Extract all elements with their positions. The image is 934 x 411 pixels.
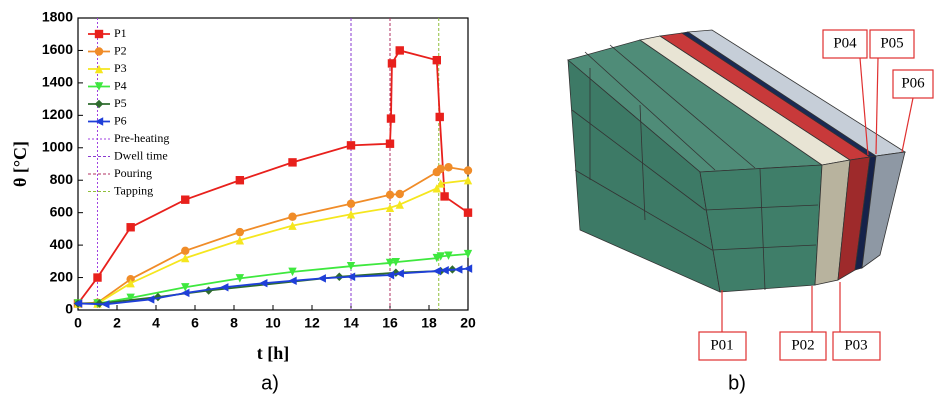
- point: [181, 254, 189, 262]
- x-tick-label: 2: [113, 315, 121, 331]
- y-tick-label: 0: [65, 301, 73, 317]
- callout-label: P05: [880, 35, 903, 51]
- x-tick-label: 14: [343, 315, 359, 331]
- point: [95, 30, 103, 38]
- point: [288, 277, 296, 285]
- x-tick-label: 8: [230, 315, 238, 331]
- point: [181, 195, 189, 203]
- point: [386, 191, 394, 199]
- point: [236, 176, 244, 184]
- y-tick-label: 1800: [42, 9, 73, 25]
- point: [388, 59, 396, 67]
- y-tick-label: 400: [50, 236, 74, 252]
- callout-label: P06: [901, 75, 925, 91]
- y-tick-label: 600: [50, 203, 74, 219]
- y-tick-label: 1600: [42, 41, 73, 57]
- y-tick-label: 1400: [42, 74, 73, 90]
- point: [146, 295, 154, 303]
- y-tick-label: 1200: [42, 106, 73, 122]
- point: [396, 200, 404, 208]
- y-tick-label: 200: [50, 268, 74, 284]
- point: [347, 141, 355, 149]
- legend-label: Pre-heating: [114, 131, 169, 145]
- point: [318, 274, 326, 282]
- x-tick-label: 0: [74, 315, 82, 331]
- panel-label: a): [261, 372, 279, 394]
- legend-label: P6: [114, 113, 127, 127]
- legend-label: P1: [114, 26, 127, 40]
- point: [288, 213, 296, 221]
- x-tick-label: 18: [421, 315, 437, 331]
- x-tick-label: 6: [191, 315, 199, 331]
- point: [440, 192, 448, 200]
- block-diagram: [568, 30, 905, 292]
- x-axis-label: t [h]: [257, 343, 290, 363]
- point: [95, 47, 103, 55]
- series-line: [78, 254, 468, 303]
- callout-label: P04: [833, 35, 857, 51]
- point: [436, 113, 444, 121]
- legend-label: Dwell time: [114, 148, 168, 162]
- point: [220, 283, 228, 291]
- x-tick-label: 20: [460, 315, 476, 331]
- callout-label: P03: [844, 337, 867, 353]
- point: [288, 158, 296, 166]
- point: [181, 247, 189, 255]
- point: [126, 223, 134, 231]
- panel-label: b): [728, 372, 746, 394]
- legend-label: Tapping: [114, 183, 153, 197]
- plot-frame: [78, 18, 468, 310]
- point: [93, 273, 101, 281]
- y-tick-label: 1000: [42, 138, 73, 154]
- legend-label: P5: [114, 96, 127, 110]
- point: [259, 279, 267, 287]
- point: [464, 208, 472, 216]
- point: [347, 200, 355, 208]
- y-axis-label: θ [°C]: [10, 141, 30, 187]
- point: [387, 114, 395, 122]
- point: [95, 100, 103, 108]
- x-tick-label: 4: [152, 315, 160, 331]
- series-line: [78, 180, 468, 303]
- point: [386, 140, 394, 148]
- x-tick-label: 16: [382, 315, 398, 331]
- x-tick-label: 10: [265, 315, 281, 331]
- legend-label: P2: [114, 43, 127, 57]
- point: [444, 163, 452, 171]
- point: [433, 267, 441, 275]
- legend-label: Pouring: [114, 166, 152, 180]
- point: [433, 56, 441, 64]
- point: [396, 190, 404, 198]
- point: [464, 166, 472, 174]
- legend-label: P4: [114, 78, 127, 92]
- callout-label: P01: [710, 337, 733, 353]
- point: [95, 117, 103, 125]
- point: [437, 165, 445, 173]
- point: [396, 46, 404, 54]
- point: [236, 228, 244, 236]
- y-tick-label: 800: [50, 171, 74, 187]
- x-tick-label: 12: [304, 315, 320, 331]
- point: [454, 265, 462, 273]
- legend-label: P3: [114, 61, 127, 75]
- figure: P01 P02 P03 P04 P05 P06 a) b) t [h] θ [°…: [0, 0, 934, 406]
- callout-label: P02: [791, 337, 814, 353]
